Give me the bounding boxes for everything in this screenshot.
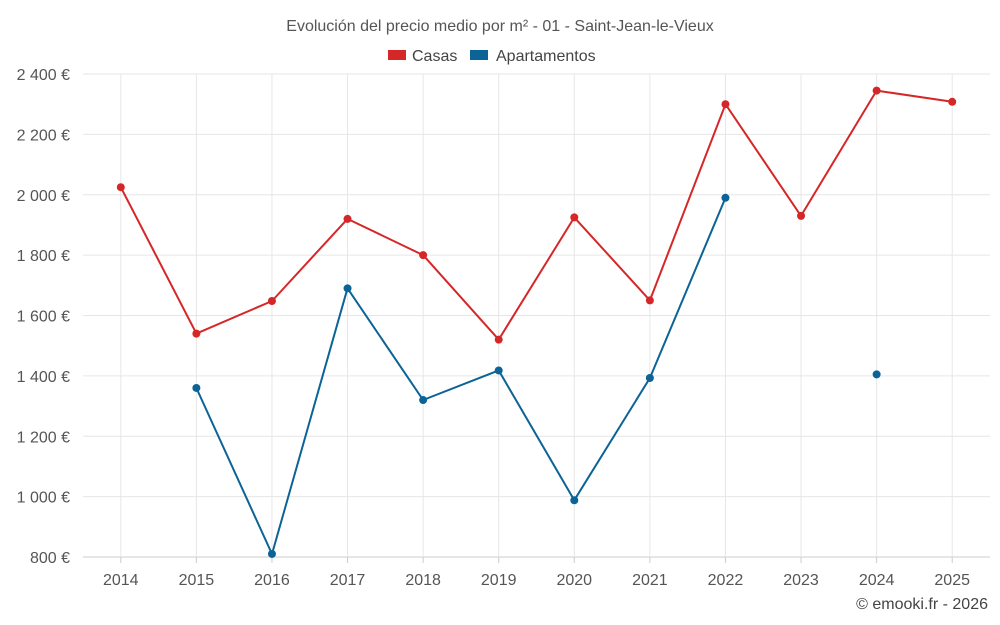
chart-title: Evolución del precio medio por m² - 01 -…	[286, 18, 713, 35]
data-point	[948, 97, 957, 106]
data-point	[343, 284, 352, 293]
x-axis-ticks: 2014 2015 2016 2017 2018 2019 2020 2021 2022 2023…	[103, 572, 970, 589]
data-point	[192, 329, 201, 338]
x-tick-label: 2024	[859, 572, 895, 589]
x-tick-label: 2020	[556, 572, 592, 589]
data-point	[192, 383, 201, 392]
legend-label: Apartamentos	[496, 48, 596, 65]
grid	[83, 73, 990, 563]
data-point	[645, 373, 654, 382]
data-point	[267, 297, 276, 306]
x-tick-label: 2014	[103, 572, 139, 589]
data-point	[267, 549, 276, 558]
data-point	[872, 86, 881, 95]
data-point	[645, 296, 654, 305]
data-point	[570, 213, 579, 222]
legend-label: Casas	[412, 48, 457, 65]
y-tick-label: 1 800 €	[17, 248, 70, 265]
data-point	[419, 396, 428, 405]
x-tick-label: 2015	[179, 572, 215, 589]
data-point	[419, 251, 428, 260]
y-tick-label: 1 400 €	[17, 369, 70, 386]
y-tick-label: 2 200 €	[17, 127, 70, 144]
data-point	[494, 366, 503, 375]
x-tick-label: 2016	[254, 572, 290, 589]
series-line	[119, 89, 953, 341]
series-apartamentos	[192, 193, 881, 558]
data-point	[494, 335, 503, 344]
x-tick-label: 2025	[934, 572, 970, 589]
series-casas	[116, 86, 957, 344]
credit-text: © emooki.fr - 2026	[856, 596, 988, 613]
x-tick-label: 2019	[481, 572, 517, 589]
y-tick-label: 800 €	[30, 550, 70, 567]
x-tick-label: 2022	[708, 572, 744, 589]
y-tick-label: 1 600 €	[17, 309, 70, 326]
y-tick-label: 2 000 €	[17, 188, 70, 205]
x-tick-label: 2021	[632, 572, 668, 589]
data-point	[872, 370, 881, 379]
data-point	[721, 100, 730, 109]
x-tick-label: 2023	[783, 572, 819, 589]
legend-swatch	[470, 50, 488, 60]
y-axis-ticks: 800 € 1 000 € 1 200 € 1 400 € 1 600 € 1 800 €…	[17, 67, 70, 567]
legend-swatch	[388, 50, 406, 60]
data-point	[343, 214, 352, 223]
x-tick-label: 2017	[330, 572, 366, 589]
y-tick-label: 1 000 €	[17, 490, 70, 507]
x-tick-label: 2018	[405, 572, 441, 589]
data-point	[570, 496, 579, 505]
data-point	[721, 193, 730, 202]
y-tick-label: 2 400 €	[17, 67, 70, 84]
data-point	[797, 211, 806, 220]
series-layer	[116, 86, 957, 558]
data-point	[116, 183, 125, 192]
y-tick-label: 1 200 €	[17, 429, 70, 446]
legend: Casas Apartamentos	[388, 48, 596, 65]
